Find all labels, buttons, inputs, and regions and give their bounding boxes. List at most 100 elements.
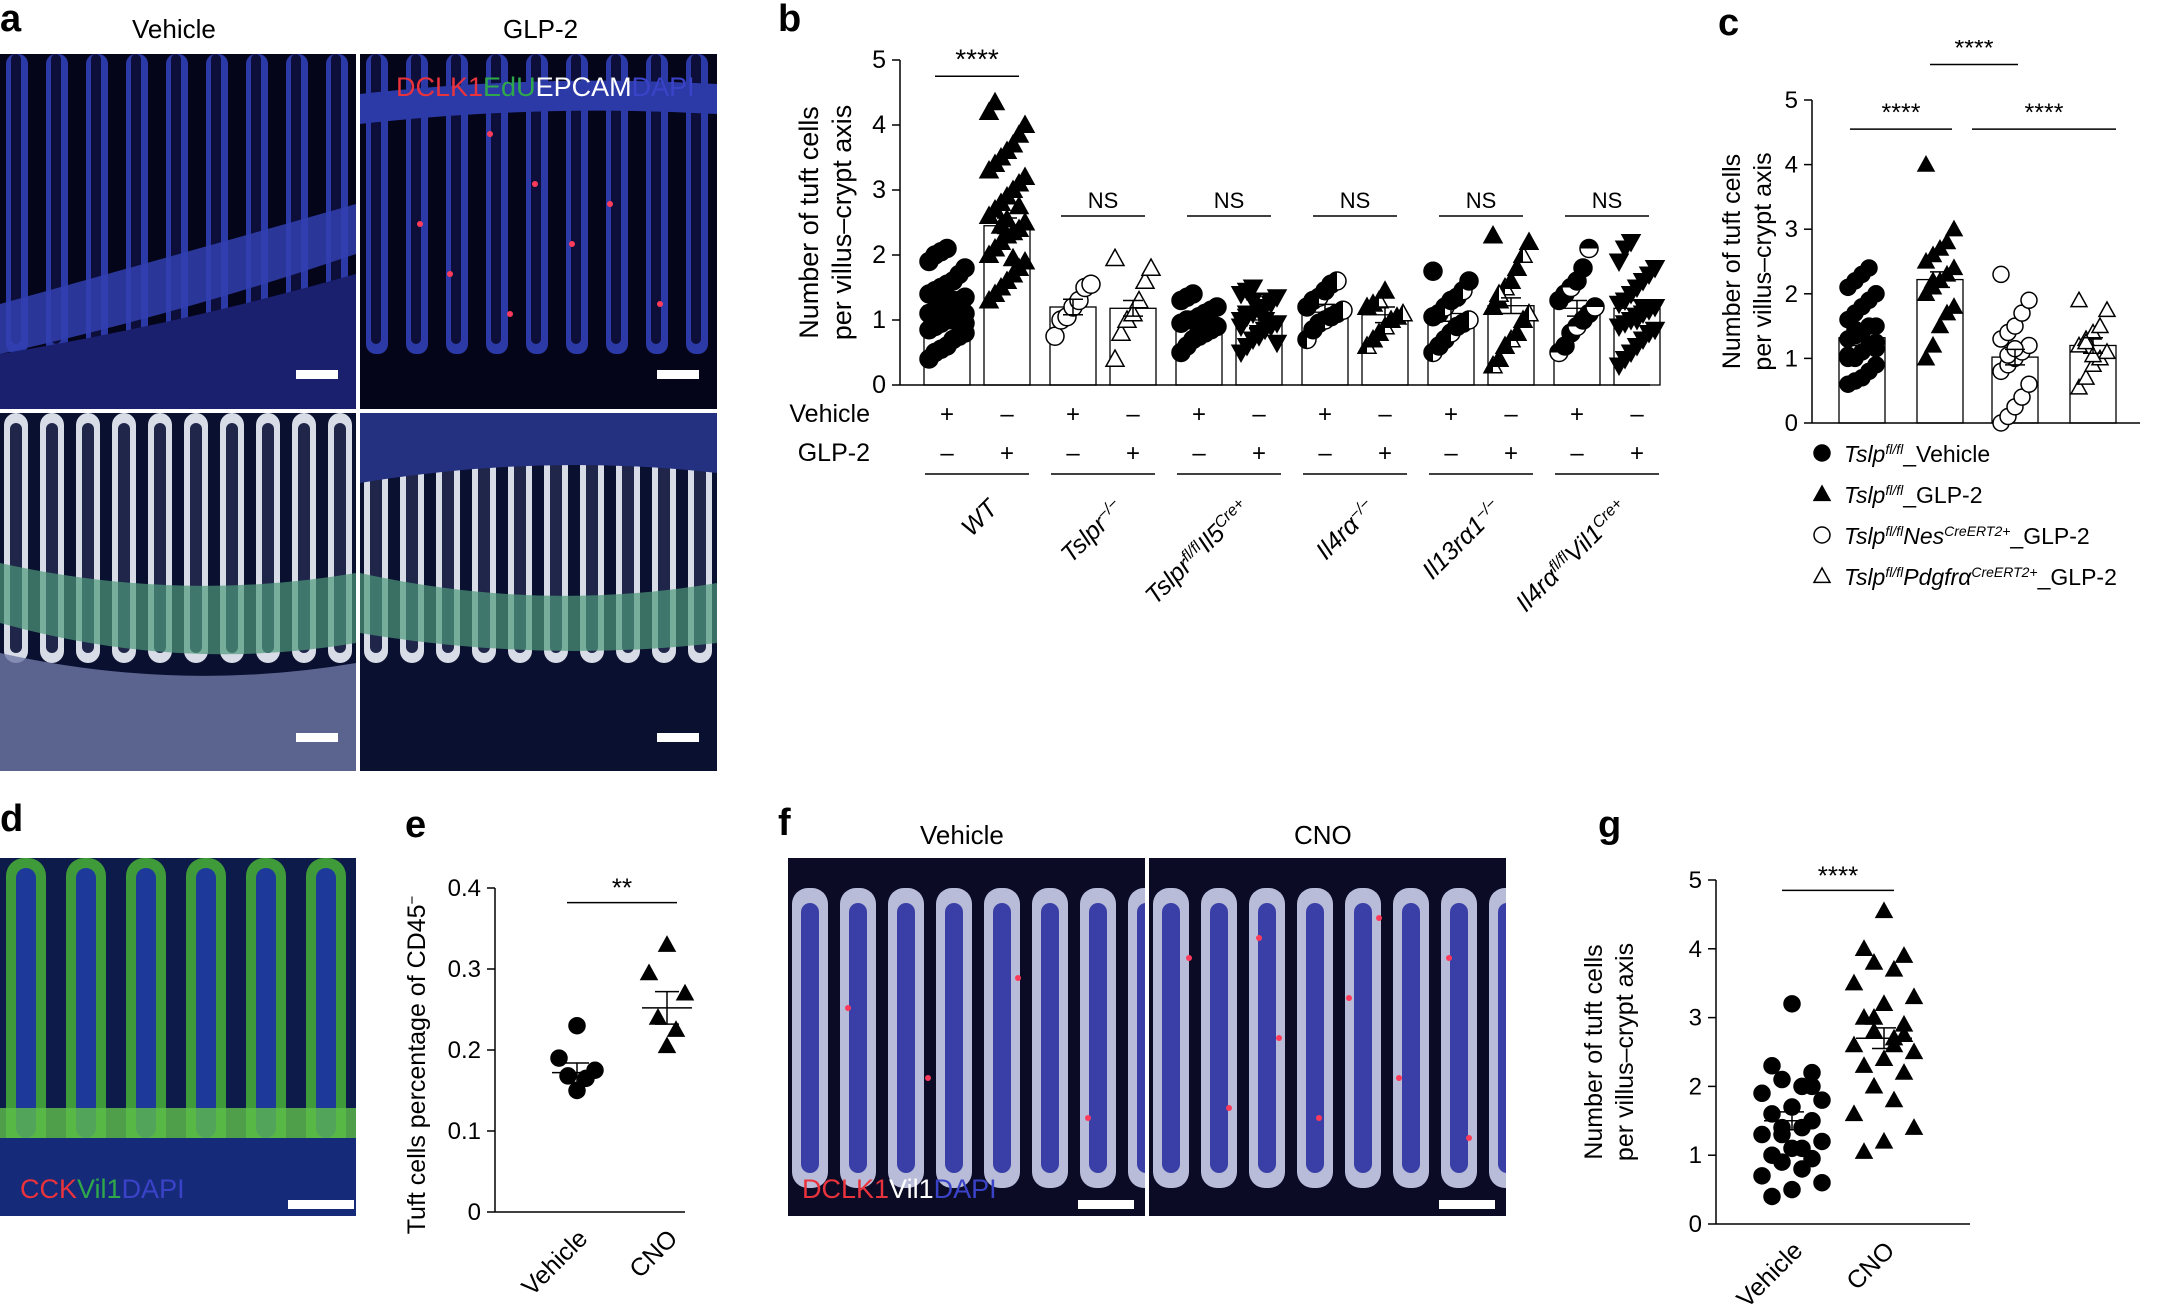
data-point — [1894, 1063, 1914, 1080]
data-point — [1459, 271, 1479, 291]
data-point-half — [1298, 330, 1307, 349]
legend-label-part: Nes — [1903, 523, 1944, 549]
panel-a-col-vehicle: Vehicle — [132, 14, 216, 44]
data-point — [1081, 274, 1101, 294]
legend-label-part: Tslp — [1844, 441, 1886, 467]
y-axis-label: Number of tuft cells per villus–crypt axi… — [1580, 943, 1639, 1161]
data-point — [1008, 195, 1030, 215]
y-axis-label-line: Number of tuft cells — [1718, 154, 1746, 369]
data-point — [1753, 1167, 1771, 1185]
panel-a-col-glp2: GLP-2 — [503, 14, 579, 44]
group-name: Il13rα1 — [1417, 511, 1491, 585]
data-point — [1867, 317, 1885, 335]
data-point — [1644, 260, 1666, 279]
y-tick-label: 4 — [872, 111, 886, 139]
stain-legend-a: DCLK1EdUEPCAMDAPI — [396, 74, 695, 101]
y-tick-label: 4 — [1785, 152, 1798, 179]
y-tick-label: 2 — [1785, 281, 1798, 308]
data-point — [1140, 257, 1162, 276]
data-point — [568, 1016, 586, 1035]
data-point — [1844, 973, 1864, 991]
y-tick-label: 5 — [1689, 867, 1702, 894]
y-tick-label: 0 — [1785, 410, 1798, 437]
data-point — [648, 1008, 668, 1025]
y-tick-label: 0 — [468, 1199, 481, 1226]
micrograph-a-vehicle-bottom — [0, 413, 356, 771]
y-tick-label: 0 — [872, 371, 886, 399]
significance-label: NS — [1340, 188, 1371, 213]
data-point — [1864, 1008, 1884, 1025]
tissue-image — [360, 54, 717, 409]
treatment-sign: + — [1192, 401, 1206, 428]
treatment-sign: + — [1570, 401, 1584, 428]
treatment-sign: + — [1378, 440, 1392, 467]
scale-bar — [296, 370, 338, 379]
group-name-2-sup: Cre+ — [1211, 495, 1248, 532]
y-tick-label: 1 — [872, 306, 886, 334]
panel-f-col-vehicle: Vehicle — [920, 820, 1004, 850]
data-point — [657, 1036, 677, 1054]
stain-edu: EdU — [483, 72, 536, 102]
tissue-image — [360, 413, 717, 771]
data-point — [1763, 1057, 1781, 1075]
legend-symbol — [1812, 484, 1832, 502]
row-label-vehicle: Vehicle — [789, 400, 870, 428]
group-label: Il13rα1−/− — [1417, 494, 1507, 584]
data-point — [1104, 348, 1126, 367]
data-point-half — [1484, 356, 1493, 373]
data-point — [1874, 1049, 1894, 1067]
data-point — [1867, 285, 1885, 303]
stain-legend-d: CCKVil1DAPI — [20, 1176, 185, 1203]
data-point — [1763, 1105, 1781, 1123]
panel-c-label: c — [1718, 2, 1740, 44]
data-point-half — [1328, 272, 1337, 290]
scale-bar — [657, 733, 699, 742]
legend-label-part: _Vehicle — [1902, 441, 1990, 467]
data-point — [1773, 1153, 1791, 1171]
data-point — [550, 1049, 568, 1067]
treatment-sign: – — [1630, 401, 1644, 428]
data-point-half — [1376, 317, 1385, 334]
data-point — [1944, 297, 1964, 314]
data-point — [1923, 335, 1943, 353]
y-axis-label-line: per villus–crypt axis — [827, 105, 857, 341]
treatment-sign: – — [1378, 401, 1392, 428]
y-tick-label: 3 — [872, 176, 886, 204]
micrograph-a-glp2-bottom — [360, 413, 717, 771]
treatment-sign: + — [1066, 401, 1080, 428]
treatment-sign: + — [940, 401, 954, 428]
row-label-glp2: GLP-2 — [798, 439, 870, 467]
legend-label-part: Pdgfrα — [1903, 564, 1972, 590]
data-point — [1894, 946, 1914, 963]
data-point — [1854, 1142, 1874, 1159]
data-point — [1266, 315, 1288, 334]
treatment-sign: + — [1252, 440, 1266, 467]
treatment-sign: – — [1252, 401, 1266, 428]
data-point — [1500, 270, 1522, 289]
legend-label-part: CreERT2+ — [1971, 564, 2037, 580]
data-point — [1573, 258, 1593, 278]
data-point — [675, 983, 695, 1001]
data-point — [1045, 326, 1065, 346]
treatment-sign: – — [1444, 440, 1458, 467]
data-point — [2020, 291, 2038, 310]
y-tick-label: 0.3 — [448, 956, 481, 983]
data-point — [1813, 1173, 1831, 1192]
data-point — [568, 1081, 586, 1100]
data-point-half — [1586, 298, 1604, 307]
group-name: WT — [956, 493, 1005, 542]
x-tick-label: CNO — [1841, 1236, 1900, 1295]
data-point — [1813, 1132, 1831, 1151]
data-point — [1753, 1084, 1771, 1103]
treatment-sign: + — [1126, 440, 1140, 467]
legend-symbol — [1813, 526, 1831, 544]
scale-bar — [1439, 1200, 1495, 1209]
data-point — [1014, 211, 1036, 231]
data-point — [1930, 316, 1950, 334]
treatment-sign: + — [1318, 401, 1332, 428]
data-point — [1518, 231, 1540, 250]
treatment-sign: – — [1318, 440, 1332, 467]
data-point — [1884, 959, 1904, 977]
y-axis-label-line: Tuft cells percentage of CD45− — [403, 895, 431, 1234]
y-axis-label-line: per villus–crypt axis — [1611, 943, 1639, 1161]
